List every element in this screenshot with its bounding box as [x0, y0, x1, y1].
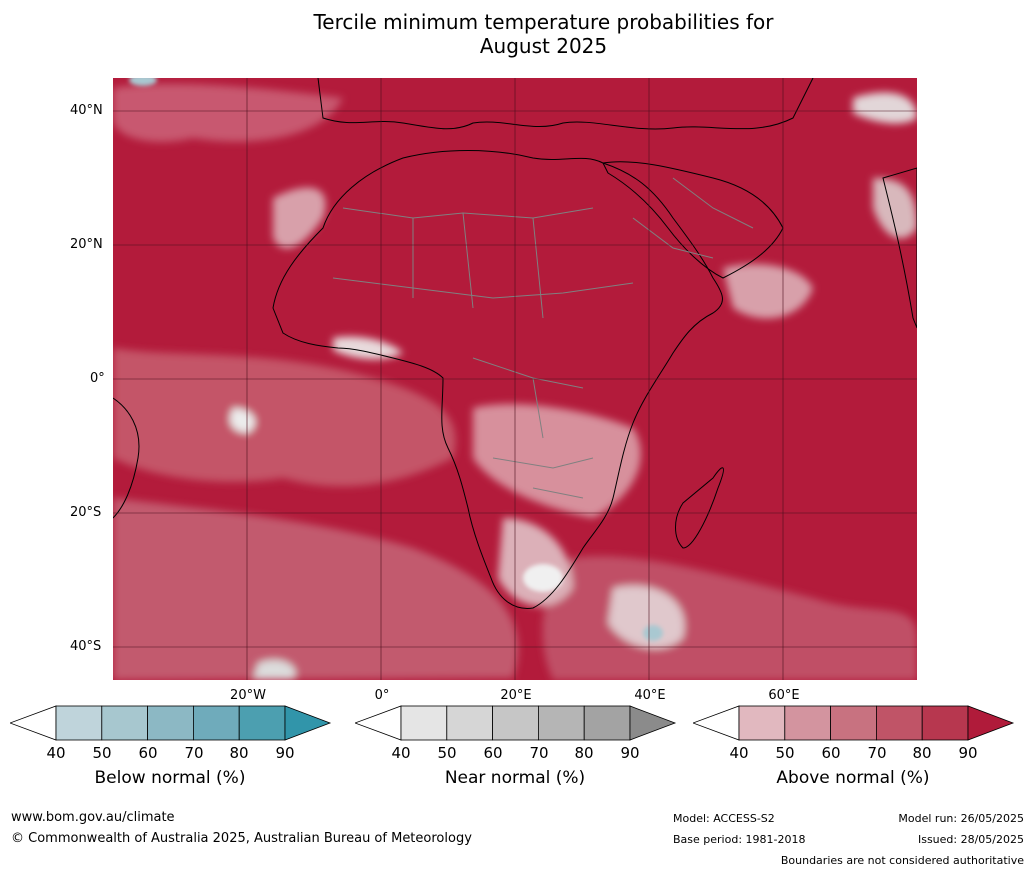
- map-svg: [113, 78, 917, 680]
- coastline-india: [882, 167, 917, 329]
- legend-tick: 40: [46, 744, 66, 762]
- colorbar-extend-low: [8, 705, 57, 741]
- colorbar-bin: [738, 705, 786, 741]
- coastline-europe: [317, 78, 814, 130]
- colorbar-extend-low: [691, 705, 740, 741]
- lon-label-60e: 60°E: [768, 688, 800, 703]
- colorbar-bin: [101, 705, 149, 741]
- footer-website: www.bom.gov.au/climate: [11, 810, 175, 825]
- map-title: Tercile minimum temperature probabilitie…: [0, 10, 1035, 58]
- colorbar-bin: [875, 705, 923, 741]
- colorbar-above-normal: [691, 705, 1015, 741]
- legend-tick: 90: [275, 744, 295, 762]
- colorbar-bin: [446, 705, 494, 741]
- coastline-africa: [272, 150, 723, 609]
- colorbar-bin: [400, 705, 448, 741]
- legend-tick: 90: [620, 744, 640, 762]
- footer-model: Model: ACCESS-S2: [673, 812, 775, 825]
- colorbar-below-normal: [8, 705, 332, 741]
- colorbar-extend-high: [284, 705, 332, 741]
- legend-tick: 60: [138, 744, 158, 762]
- legend-tick: 70: [184, 744, 204, 762]
- probability-map: [113, 78, 917, 680]
- legend-above-normal: 40 50 60 70 80 90 Above normal (%): [691, 704, 1015, 788]
- lat-label-40s: 40°S: [70, 639, 102, 654]
- lat-label-20n: 20°N: [70, 237, 103, 252]
- colorbar-near-normal: [353, 705, 677, 741]
- legend-tick: 80: [574, 744, 594, 762]
- legend-near-normal: 40 50 60 70 80 90 Near normal (%): [353, 704, 677, 788]
- colorbar-bin: [537, 705, 585, 741]
- footer-issued: Issued: 28/05/2025: [917, 833, 1024, 846]
- colorbar-extend-high: [629, 705, 677, 741]
- legend-tick: 80: [229, 744, 249, 762]
- legend-tick: 70: [529, 744, 549, 762]
- lon-label-40e: 40°E: [634, 688, 666, 703]
- coastline-south-america: [113, 397, 140, 519]
- colorbar-bin: [583, 705, 631, 741]
- colorbar-bin: [192, 705, 240, 741]
- colorbar-bin: [784, 705, 832, 741]
- title-line-1: Tercile minimum temperature probabilitie…: [313, 10, 774, 34]
- legend-title-below: Below normal (%): [94, 768, 246, 788]
- coastline-arabia: [602, 161, 784, 279]
- legend-tick: 50: [775, 744, 795, 762]
- lat-label-0: 0°: [90, 371, 105, 386]
- title-line-2: August 2025: [479, 34, 608, 58]
- legend-title-above: Above normal (%): [776, 768, 930, 788]
- graticule: [113, 78, 917, 680]
- colorbar-bin: [55, 705, 103, 741]
- legend-tick: 90: [958, 744, 978, 762]
- lat-label-40n: 40°N: [70, 103, 103, 118]
- legend-below-normal: 40 50 60 70 80 90 Below normal (%): [8, 704, 332, 788]
- legend-tick: 60: [483, 744, 503, 762]
- colorbar-bin: [492, 705, 539, 741]
- legend-tick: 80: [912, 744, 932, 762]
- legend-tick: 60: [821, 744, 841, 762]
- lat-label-20s: 20°S: [70, 505, 102, 520]
- legend-tick: 50: [92, 744, 112, 762]
- colorbar-bin: [238, 705, 286, 741]
- legend-tick: 40: [391, 744, 411, 762]
- footer-boundaries: Boundaries are not considered authoritat…: [780, 854, 1024, 867]
- legend-tick: 40: [729, 744, 749, 762]
- lon-label-20w: 20°W: [230, 688, 266, 703]
- colorbar-bin: [921, 705, 969, 741]
- legend-title-near: Near normal (%): [444, 768, 586, 788]
- colorbar-extend-low: [353, 705, 402, 741]
- lon-label-20e: 20°E: [500, 688, 532, 703]
- colorbar-bin: [830, 705, 877, 741]
- footer-base-period: Base period: 1981-2018: [673, 833, 806, 846]
- footer-model-run: Model run: 26/05/2025: [898, 812, 1024, 825]
- legend-tick: 70: [867, 744, 887, 762]
- colorbar-bin: [147, 705, 194, 741]
- footer-copyright: © Commonwealth of Australia 2025, Austra…: [11, 831, 472, 846]
- lon-label-0: 0°: [374, 688, 390, 703]
- colorbar-extend-high: [967, 705, 1015, 741]
- coastline-madagascar: [675, 467, 724, 549]
- legend-tick: 50: [437, 744, 457, 762]
- country-borders: [332, 177, 754, 499]
